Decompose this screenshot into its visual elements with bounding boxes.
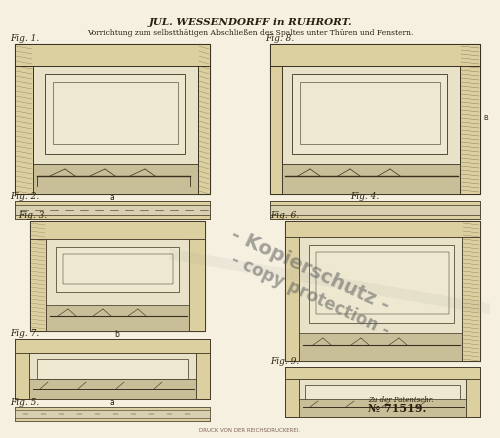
Bar [285,222,299,361]
Bar [15,45,210,194]
Bar [285,367,480,417]
Text: № 71519.: № 71519. [368,402,426,413]
Bar [30,222,205,240]
Bar [15,418,210,421]
Bar [309,245,454,323]
Bar [282,165,460,194]
Bar [15,339,29,399]
Bar [45,75,185,155]
Bar [33,165,198,194]
Bar [15,45,33,194]
Text: Fig. 1.: Fig. 1. [10,34,39,43]
Text: - copy protection -: - copy protection - [228,250,392,339]
Bar [299,399,466,417]
Bar [270,215,480,219]
Text: Fig. 7.: Fig. 7. [10,328,39,337]
Bar [15,339,210,353]
Bar [198,45,210,194]
Bar [53,83,178,145]
Bar [15,201,210,219]
Bar [15,45,210,67]
Bar [189,222,205,331]
Bar [462,222,480,361]
Bar [37,359,188,379]
Bar [15,407,210,421]
Text: b: b [114,329,119,338]
Text: a: a [110,397,114,406]
Bar [270,45,282,194]
Bar [285,222,480,237]
Text: - Kopierschutz -: - Kopierschutz - [228,224,392,314]
Bar [56,247,179,292]
Bar [15,339,210,399]
Text: Fig. 2.: Fig. 2. [10,191,39,201]
Text: JUL. WESSENDORFF in RUHRORT.: JUL. WESSENDORFF in RUHRORT. [148,18,352,27]
Bar [466,367,480,417]
Bar [460,45,480,194]
Text: a: a [110,193,114,201]
Bar [15,201,210,205]
Text: Fig. 4.: Fig. 4. [350,191,380,201]
Text: Vorrichtung zum selbstthätigen Abschließen des Spaltes unter Thüren und Fenstern: Vorrichtung zum selbstthätigen Abschließ… [87,29,413,37]
Bar [196,339,210,399]
Text: DRUCK VON DER REICHSDRUCKEREI.: DRUCK VON DER REICHSDRUCKEREI. [200,427,300,432]
Text: B: B [483,115,488,121]
Bar [270,45,480,67]
Bar [270,201,480,205]
Text: Fig. 6.: Fig. 6. [270,211,299,219]
Bar [305,385,460,400]
Text: Fig. 3.: Fig. 3. [18,211,47,219]
Text: Fig. 9.: Fig. 9. [270,356,299,365]
Bar [300,83,440,145]
Text: Fig. 5.: Fig. 5. [10,397,39,406]
Bar [292,75,447,155]
Bar [316,252,449,314]
Bar [29,379,196,399]
Text: Fig. 8.: Fig. 8. [265,34,294,43]
Bar [285,222,480,361]
Text: Zu der Patentschr.: Zu der Patentschr. [368,395,434,403]
Bar [15,407,210,410]
Bar [15,215,210,219]
Bar [63,254,173,284]
Bar [46,305,189,331]
Bar [30,222,46,331]
Bar [270,45,480,194]
Bar [285,367,480,379]
Bar [299,333,462,361]
Bar [270,201,480,219]
Bar [285,367,299,417]
Bar [30,222,205,331]
